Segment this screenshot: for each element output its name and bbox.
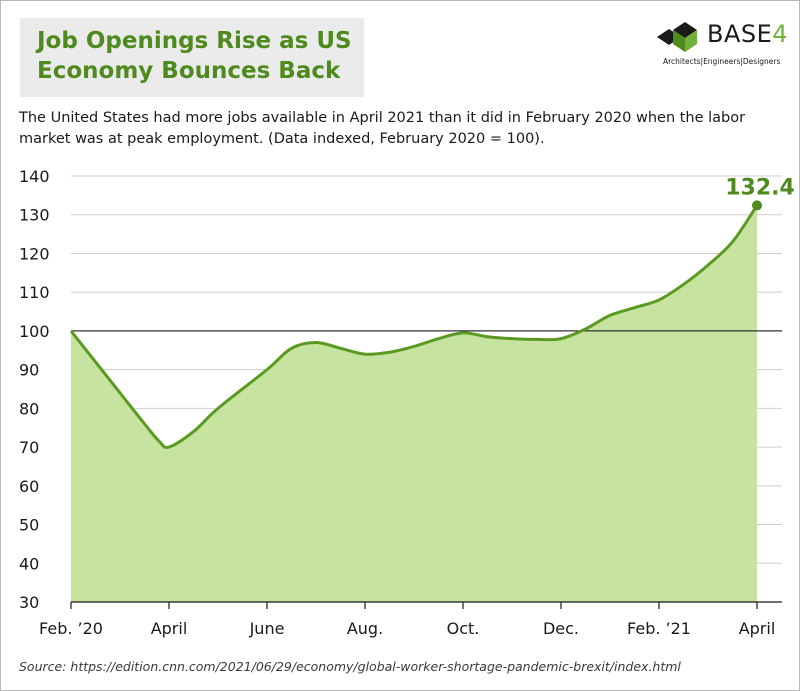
- y-tick-label-140: 140: [19, 167, 50, 186]
- x-tick-label-7: April: [739, 619, 776, 638]
- y-tick-label-130: 130: [19, 206, 50, 225]
- y-tick-label-70: 70: [19, 438, 39, 457]
- chart-title-line-2: Economy Bounces Back: [37, 58, 341, 84]
- x-tick-label-0: Feb. ’20: [39, 619, 103, 638]
- endpoint-marker: [752, 200, 762, 211]
- source-note: Source: https://edition.cnn.com/2021/06/…: [19, 659, 681, 674]
- base4-logo: BASE4 Architects|Engineers|Designers: [655, 16, 789, 70]
- y-tick-label-60: 60: [19, 477, 39, 496]
- y-tick-label-90: 90: [19, 361, 39, 380]
- cube-logo-icon: [657, 22, 697, 52]
- series-area-fill: [71, 205, 757, 602]
- y-tick-label-30: 30: [19, 593, 39, 612]
- area-layer: [69, 204, 782, 602]
- axes: [70, 601, 782, 609]
- chart-subtitle: The United States had more jobs availabl…: [19, 110, 746, 147]
- endpoint-value-label: 132.4: [725, 175, 795, 200]
- y-tick-label-120: 120: [19, 244, 50, 263]
- y-tick-label-50: 50: [19, 516, 39, 535]
- logo-tagline: Architects|Engineers|Designers: [663, 57, 781, 66]
- y-tick-label-100: 100: [19, 322, 50, 341]
- x-tick-label-4: Oct.: [447, 619, 480, 638]
- x-tick-label-5: Dec.: [543, 619, 579, 638]
- tick-labels: 30 40 50 60 70 80 90 100 110 120 130 140 Feb. ’20 Apr…: [19, 167, 795, 638]
- chart-title-line-1: Job Openings Rise as US: [37, 28, 352, 54]
- x-tick-label-3: Aug.: [347, 619, 383, 638]
- x-tick-label-1: April: [151, 619, 188, 638]
- y-tick-label-40: 40: [19, 554, 39, 573]
- x-tick-label-2: June: [249, 619, 285, 638]
- y-tick-label-110: 110: [19, 283, 50, 302]
- logo-wordmark: BASE4: [707, 20, 789, 48]
- x-tick-label-6: Feb. ’21: [627, 619, 691, 638]
- series-line: [69, 204, 759, 449]
- title-box: Job Openings Rise as US Economy Bounces …: [20, 18, 364, 97]
- y-tick-label-80: 80: [19, 399, 39, 418]
